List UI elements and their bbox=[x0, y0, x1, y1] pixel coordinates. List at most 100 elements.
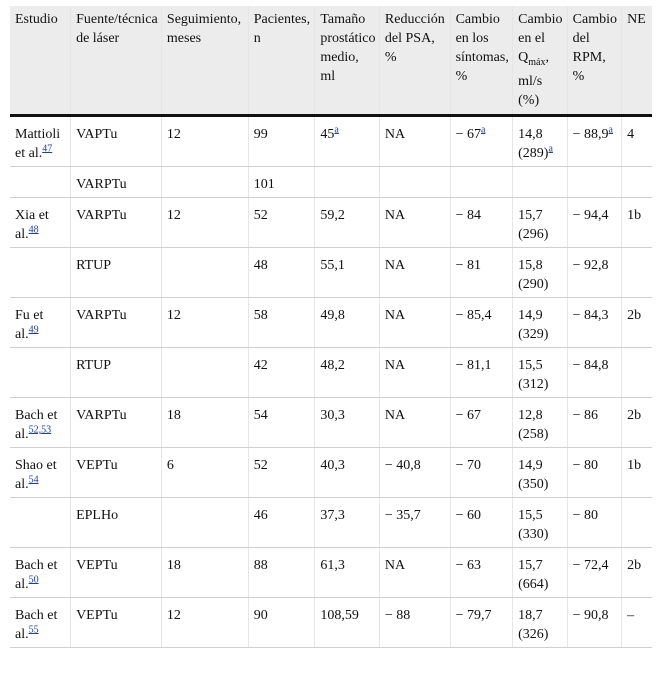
cell-seguimiento: 12 bbox=[160, 197, 249, 248]
header-pacientes: Pacientes, n bbox=[247, 6, 315, 117]
cell-rpm: − 86 bbox=[566, 397, 622, 448]
cell-pacientes: 52 bbox=[247, 447, 315, 498]
reference-link[interactable]: 55 bbox=[28, 624, 39, 636]
table-row: Fu et al.49 VARPTu 12 58 49,8 NA − 85,4 14,9 (3… bbox=[10, 297, 652, 348]
cell-estudio: Fu et al.49 bbox=[10, 297, 71, 348]
cell-pacientes: 88 bbox=[247, 547, 315, 598]
cell-fuente: VAPTu bbox=[70, 115, 162, 167]
header-ne: NE bbox=[621, 6, 652, 117]
cell-pacientes: 52 bbox=[247, 197, 315, 248]
cell-seguimiento: 18 bbox=[160, 547, 249, 598]
table-row: Shao et al.54 VEPTu 6 52 40,3− 40,8− 70 14,9 … bbox=[10, 447, 652, 498]
cell-rpm: − 80 bbox=[566, 447, 622, 498]
cell-rpm: − 72,4 bbox=[566, 547, 622, 598]
cell-pacientes: 48 bbox=[247, 247, 315, 298]
cell-tamano: 49,8 bbox=[314, 297, 380, 348]
reference-link[interactable]: 48 bbox=[28, 224, 39, 236]
cell-fuente: VEPTu bbox=[70, 597, 162, 648]
cell-estudio: Bach et al.52,53 bbox=[10, 397, 71, 448]
cell-seguimiento: 18 bbox=[160, 397, 249, 448]
cell-seguimiento: 6 bbox=[160, 447, 249, 498]
cell-pacientes: 90 bbox=[247, 597, 315, 648]
reference-link[interactable]: 50 bbox=[28, 574, 39, 586]
reference-link[interactable]: 49 bbox=[28, 324, 39, 336]
table-body: Mattioli et al.47 VAPTu 12 99 45a NA − 67a 14,8… bbox=[10, 115, 652, 648]
table-row: Xia et al.48 VARPTu 12 52 59,2 NA − 84 15,7 (29… bbox=[10, 197, 652, 248]
cell-rpm: − 88,9a bbox=[566, 115, 622, 167]
cell-ne bbox=[621, 247, 652, 298]
cell-ne: 1b bbox=[621, 197, 652, 248]
cell-sintomas: − 81,1 bbox=[449, 347, 513, 398]
reference-link[interactable]: 54 bbox=[28, 474, 39, 486]
cell-sintomas: − 67 bbox=[449, 397, 513, 448]
header-fuente: Fuente/técnica de láser bbox=[70, 6, 162, 117]
cell-pacientes: 42 bbox=[247, 347, 315, 398]
reference-link[interactable]: 52,53 bbox=[28, 424, 52, 436]
cell-sintomas: − 63 bbox=[449, 547, 513, 598]
cell-seguimiento: 12 bbox=[160, 115, 249, 167]
cell-sintomas: − 79,7 bbox=[449, 597, 513, 648]
cell-seguimiento: 12 bbox=[160, 297, 249, 348]
cell-fuente: VEPTu bbox=[70, 547, 162, 598]
reference-link[interactable]: 47 bbox=[42, 143, 53, 155]
cell-fuente: VEPTu bbox=[70, 447, 162, 498]
cell-fuente: VARPTu bbox=[70, 166, 162, 198]
cell-sintomas: − 70 bbox=[449, 447, 513, 498]
cell-qmax: 15,8 (290) bbox=[512, 247, 568, 298]
cell-ne bbox=[621, 347, 652, 398]
cell-psa: NA bbox=[378, 197, 451, 248]
cell-pacientes: 99 bbox=[247, 115, 315, 167]
cell-psa: NA bbox=[378, 547, 451, 598]
table-row: VARPTu 101 bbox=[10, 166, 652, 198]
cell-rpm: − 92,8 bbox=[566, 247, 622, 298]
table-row: RTUP 42 48,2 NA − 81,1 15,5 (312) − 84,8 bbox=[10, 347, 652, 398]
cell-estudio bbox=[10, 497, 71, 548]
cell-tamano: 40,3 bbox=[314, 447, 380, 498]
cell-ne: – bbox=[621, 597, 652, 648]
cell-qmax: 15,7 (296) bbox=[512, 197, 568, 248]
cell-seguimiento bbox=[160, 347, 249, 398]
cell-pacientes: 54 bbox=[247, 397, 315, 448]
cell-psa: − 35,7 bbox=[378, 497, 451, 548]
footnote-link[interactable]: a bbox=[480, 124, 486, 136]
cell-tamano bbox=[314, 166, 380, 198]
cell-ne bbox=[621, 497, 652, 548]
cell-ne bbox=[621, 166, 652, 198]
cell-ne: 2b bbox=[621, 297, 652, 348]
cell-seguimiento bbox=[160, 497, 249, 548]
cell-sintomas: − 84 bbox=[449, 197, 513, 248]
cell-psa: NA bbox=[378, 347, 451, 398]
cell-fuente: RTUP bbox=[70, 347, 162, 398]
cell-tamano: 55,1 bbox=[314, 247, 380, 298]
cell-psa bbox=[378, 166, 451, 198]
cell-qmax bbox=[512, 166, 568, 198]
header-qmax: Cambio en el Qmáx, ml/s (%) bbox=[512, 6, 568, 117]
cell-sintomas: − 67a bbox=[449, 115, 513, 167]
cell-rpm: − 84,8 bbox=[566, 347, 622, 398]
table-row: RTUP 48 55,1 NA − 81 15,8 (290) − 92,8 bbox=[10, 247, 652, 298]
results-table: Estudio Fuente/técnica de láser Seguimie… bbox=[10, 6, 652, 648]
header-row: Estudio Fuente/técnica de láser Seguimie… bbox=[10, 6, 652, 117]
footnote-link[interactable]: a bbox=[608, 124, 613, 136]
cell-tamano: 37,3 bbox=[314, 497, 380, 548]
footnote-link[interactable]: a bbox=[548, 143, 553, 155]
cell-qmax: 18,7 (326) bbox=[512, 597, 568, 648]
cell-fuente: VARPTu bbox=[70, 297, 162, 348]
cell-estudio: Mattioli et al.47 bbox=[10, 115, 71, 167]
cell-fuente: EPLHo bbox=[70, 497, 162, 548]
cell-seguimiento: 12 bbox=[160, 597, 249, 648]
cell-qmax: 14,9 (350) bbox=[512, 447, 568, 498]
cell-qmax: 15,5 (312) bbox=[512, 347, 568, 398]
table-row: Bach et al.55 VEPTu 12 90 108,59− 88− 79,7 18… bbox=[10, 597, 652, 648]
cell-psa: NA bbox=[378, 115, 451, 167]
cell-estudio bbox=[10, 247, 71, 298]
cell-rpm bbox=[566, 166, 622, 198]
cell-rpm: − 90,8 bbox=[566, 597, 622, 648]
header-estudio: Estudio bbox=[10, 6, 71, 117]
table-row: EPLHo 46 37,3− 35,7− 60 15,5 (330) − 80 bbox=[10, 497, 652, 548]
cell-estudio: Bach et al.50 bbox=[10, 547, 71, 598]
cell-pacientes: 58 bbox=[247, 297, 315, 348]
footnote-link[interactable]: a bbox=[334, 124, 339, 136]
cell-estudio bbox=[10, 166, 71, 198]
header-tamano: Tamaño prostático medio, ml bbox=[314, 6, 380, 117]
